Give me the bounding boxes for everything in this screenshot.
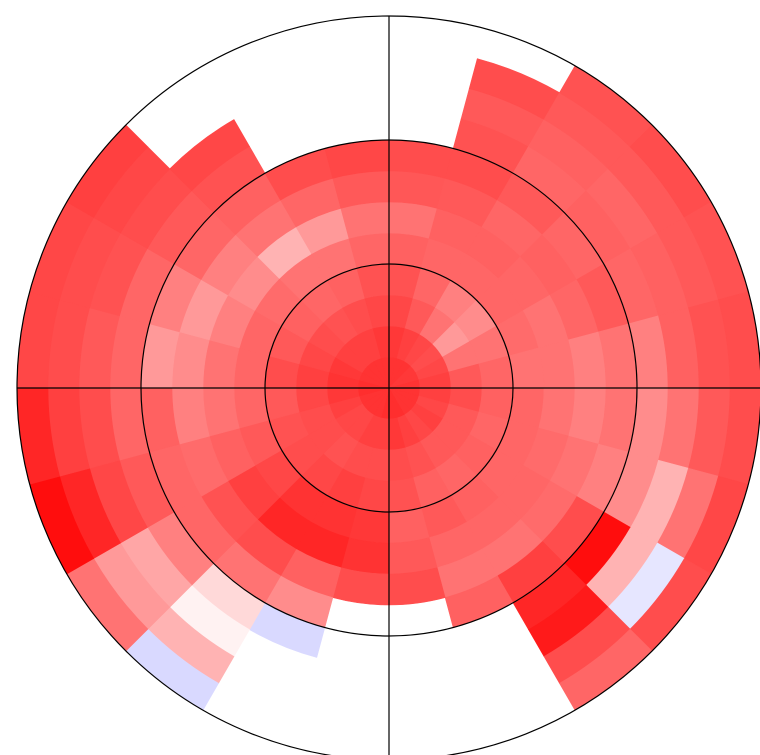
- heatmap-cells: [16, 58, 760, 711]
- heat-cell: [340, 201, 390, 239]
- heat-cell: [388, 537, 438, 575]
- polar-grid: [16, 15, 760, 755]
- heat-cell: [538, 387, 576, 437]
- heat-cell: [202, 387, 240, 437]
- heat-cell: [388, 201, 438, 239]
- heat-cell: [169, 119, 250, 192]
- heat-cell: [202, 339, 240, 389]
- heat-cell: [538, 339, 576, 389]
- heat-cell: [340, 537, 390, 575]
